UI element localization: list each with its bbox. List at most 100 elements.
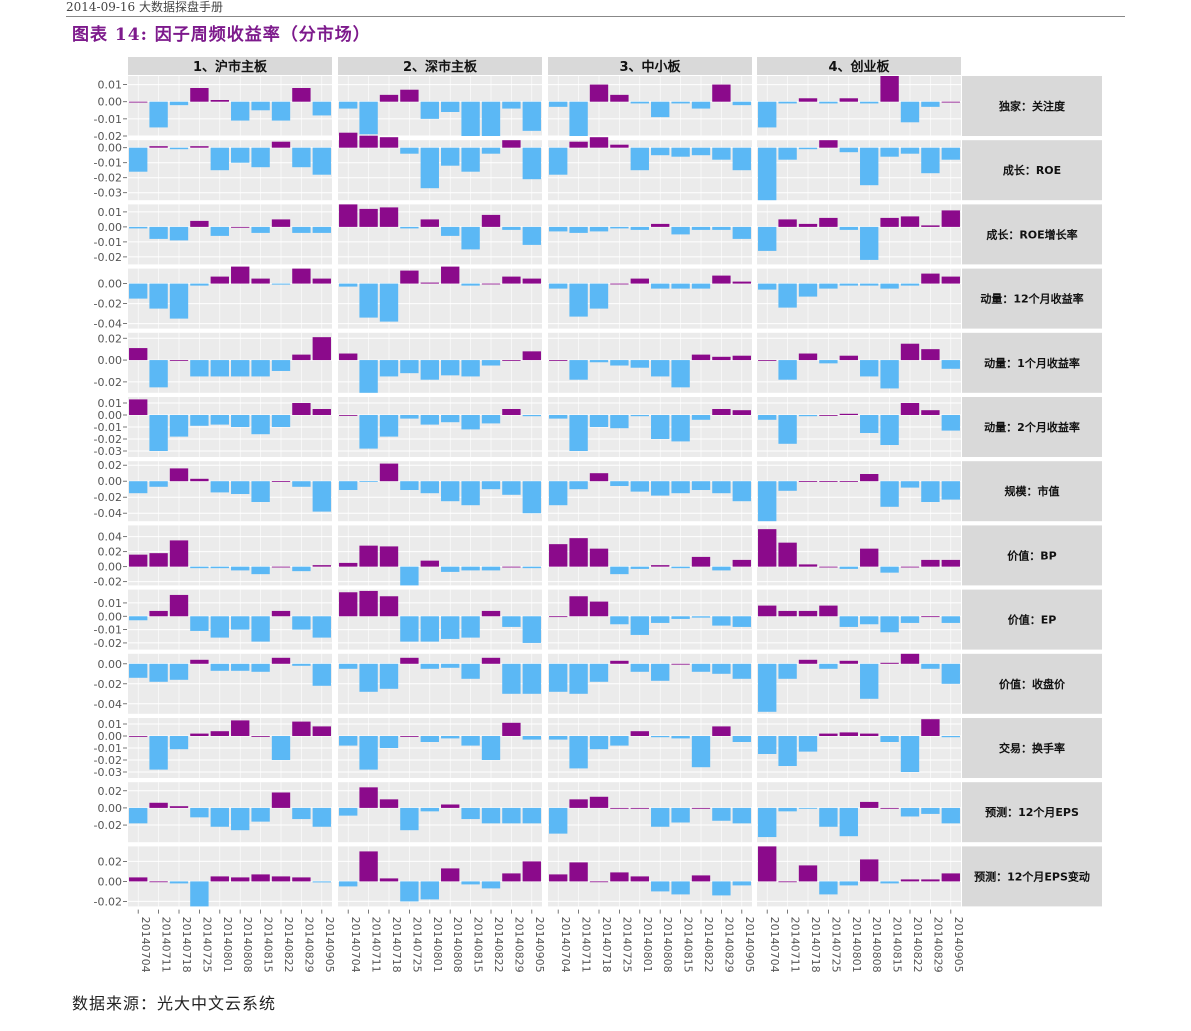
bar (758, 415, 777, 420)
y-tick-label: 0.01 (98, 206, 123, 219)
bar (190, 88, 209, 102)
bar (691, 415, 711, 420)
x-tick-label: 20140718 (180, 917, 193, 973)
bar (461, 616, 480, 638)
bar (798, 481, 818, 482)
row-strip (962, 718, 1102, 778)
bar (880, 616, 899, 633)
x-tick-label: 20140711 (789, 917, 802, 973)
bar (251, 566, 270, 575)
y-tick-label: 0.00 (98, 354, 123, 367)
bar (610, 226, 629, 229)
bar (589, 663, 609, 682)
bar (921, 349, 940, 361)
bar (671, 101, 690, 104)
bar (190, 283, 209, 286)
bar (630, 876, 649, 882)
bar (481, 147, 501, 154)
bar (921, 719, 940, 736)
bar (129, 663, 148, 678)
bar (860, 733, 879, 736)
bar (941, 210, 960, 227)
bar (481, 481, 501, 490)
bar (900, 653, 920, 664)
bar (880, 662, 899, 664)
bar (420, 360, 439, 380)
column-strip-label: 1、沪市主板 (193, 59, 268, 75)
bar (129, 226, 148, 229)
bar (522, 481, 541, 514)
bar (778, 663, 797, 679)
bar (251, 874, 270, 882)
bar (860, 663, 879, 699)
bar (880, 360, 899, 389)
y-tick-label: -0.02 (94, 819, 122, 832)
bar (839, 807, 858, 837)
bar (839, 481, 858, 482)
bar (880, 76, 899, 102)
data-source: 数据来源：光大中文云系统 (72, 994, 277, 1013)
bar (339, 481, 358, 490)
bar (379, 415, 399, 437)
bar (441, 266, 460, 284)
y-tick-label: 0.00 (98, 475, 123, 488)
bar (251, 616, 270, 642)
x-tick-label: 20140718 (390, 917, 403, 973)
bar (502, 807, 521, 824)
bar (941, 101, 960, 103)
bar (339, 204, 358, 227)
bar (798, 659, 818, 664)
row-strip (962, 653, 1102, 714)
bar (231, 877, 250, 882)
y-tick-label: 0.01 (98, 397, 123, 410)
bar (400, 360, 419, 374)
bar (651, 481, 670, 496)
bar (502, 722, 521, 736)
y-tick-label: -0.02 (94, 251, 122, 264)
bar (860, 474, 879, 482)
bar (671, 283, 690, 289)
bar (379, 799, 399, 808)
bar (778, 101, 797, 104)
y-tick-label: -0.02 (94, 130, 122, 143)
bar (481, 881, 501, 889)
bar (400, 566, 419, 586)
bar (441, 101, 460, 112)
bar (461, 283, 480, 286)
bar (880, 807, 899, 809)
bar (210, 807, 229, 827)
bar (522, 415, 541, 417)
bar (589, 881, 609, 883)
row-strip (962, 397, 1102, 457)
bar (778, 283, 797, 308)
bar (210, 276, 229, 284)
x-tick-label: 20140822 (492, 917, 505, 973)
bar (441, 868, 460, 882)
bar (149, 802, 168, 808)
bar (839, 98, 858, 102)
bar (190, 733, 209, 736)
bar (420, 616, 439, 642)
bar (149, 146, 168, 148)
bar (149, 881, 168, 883)
bar (312, 101, 331, 116)
y-tick-label: 0.02 (98, 459, 123, 472)
bar (481, 807, 501, 824)
bar (691, 736, 711, 768)
bar (758, 101, 777, 128)
bar (271, 219, 291, 227)
x-tick-label: 20140829 (931, 917, 944, 973)
bar (149, 663, 168, 682)
bar (589, 548, 609, 567)
bar (251, 481, 270, 502)
bar (712, 226, 731, 230)
bar (819, 733, 838, 736)
bar (819, 481, 838, 482)
bar (312, 807, 331, 827)
bar (630, 415, 649, 417)
bar (231, 481, 250, 494)
bar (292, 354, 311, 361)
bar (941, 807, 960, 824)
bar (880, 415, 899, 445)
bar (379, 596, 399, 617)
